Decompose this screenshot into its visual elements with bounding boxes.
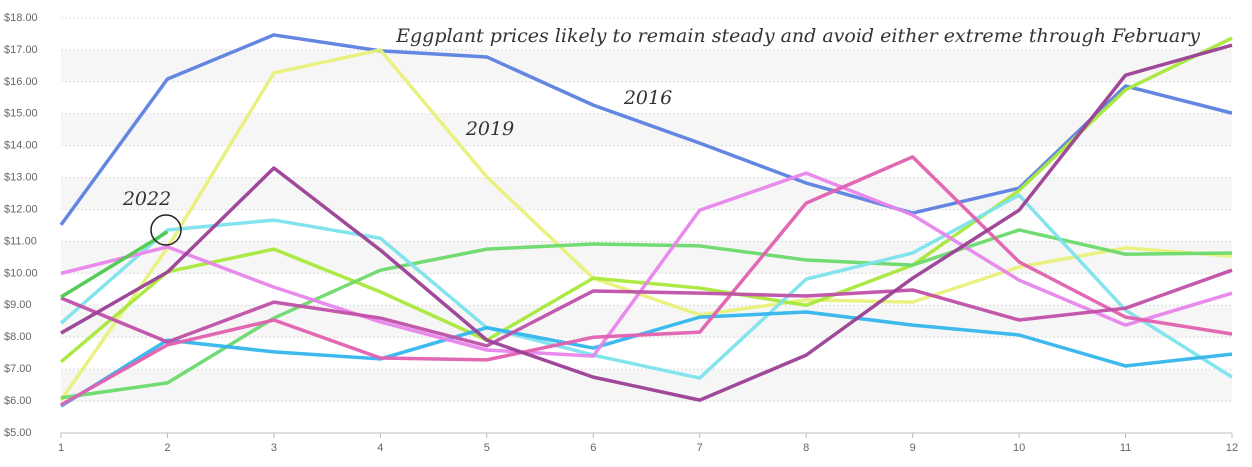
y-tick-label: $13.00 bbox=[4, 172, 38, 184]
series-line bbox=[60, 268, 1233, 348]
y-tick-label: $17.00 bbox=[4, 44, 38, 56]
grid-band bbox=[61, 241, 1232, 274]
bands bbox=[61, 49, 1232, 402]
x-tick-label: 5 bbox=[484, 442, 490, 454]
x-tick-label: 8 bbox=[803, 442, 809, 454]
series-line bbox=[60, 43, 1233, 402]
x-tick-label: 1 bbox=[58, 442, 64, 454]
x-tick-label: 9 bbox=[910, 442, 916, 454]
series-label: 2019 bbox=[465, 118, 514, 140]
series-label: 2016 bbox=[623, 87, 672, 109]
y-tick-label: $8.00 bbox=[4, 331, 32, 343]
x-tick-label: 6 bbox=[590, 442, 596, 454]
series-line bbox=[59, 33, 1233, 226]
y-tick-label: $12.00 bbox=[4, 203, 38, 215]
grid-band bbox=[61, 177, 1232, 210]
y-tick-label: $7.00 bbox=[4, 363, 32, 375]
y-tick-label: $5.00 bbox=[4, 427, 32, 439]
series-line bbox=[60, 155, 1233, 407]
series-line bbox=[59, 48, 1233, 402]
x-tick-label: 4 bbox=[377, 442, 383, 454]
x-tick-label: 7 bbox=[697, 442, 703, 454]
y-tick-label: $11.00 bbox=[4, 235, 37, 247]
y-tick-label: $10.00 bbox=[4, 267, 38, 279]
grid-band bbox=[61, 49, 1232, 82]
x-tick-label: 11 bbox=[1120, 442, 1131, 454]
highlight-circle bbox=[150, 214, 182, 246]
y-tick-label: $16.00 bbox=[4, 76, 38, 88]
y-tick-label: $14.00 bbox=[4, 140, 38, 152]
series-line bbox=[59, 193, 1233, 380]
y-tick-label: $18.00 bbox=[4, 12, 38, 24]
annotation: Eggplant prices likely to remain steady … bbox=[395, 25, 1200, 47]
grid-band bbox=[61, 369, 1232, 402]
x-tick-label: 10 bbox=[1013, 442, 1025, 454]
series-line bbox=[60, 171, 1233, 358]
series-line bbox=[60, 310, 1233, 408]
x-tick-label: 3 bbox=[271, 442, 277, 454]
y-tick-label: $9.00 bbox=[4, 299, 32, 311]
series-line bbox=[60, 228, 1233, 400]
y-tick-label: $15.00 bbox=[4, 108, 38, 120]
y-tick-label: $6.00 bbox=[4, 395, 32, 407]
x-tick-label: 12 bbox=[1226, 442, 1238, 454]
x-tick-label: 2 bbox=[164, 442, 170, 454]
grid-band bbox=[61, 113, 1232, 146]
series-line bbox=[60, 230, 169, 299]
series-label: 2022 bbox=[122, 188, 171, 210]
